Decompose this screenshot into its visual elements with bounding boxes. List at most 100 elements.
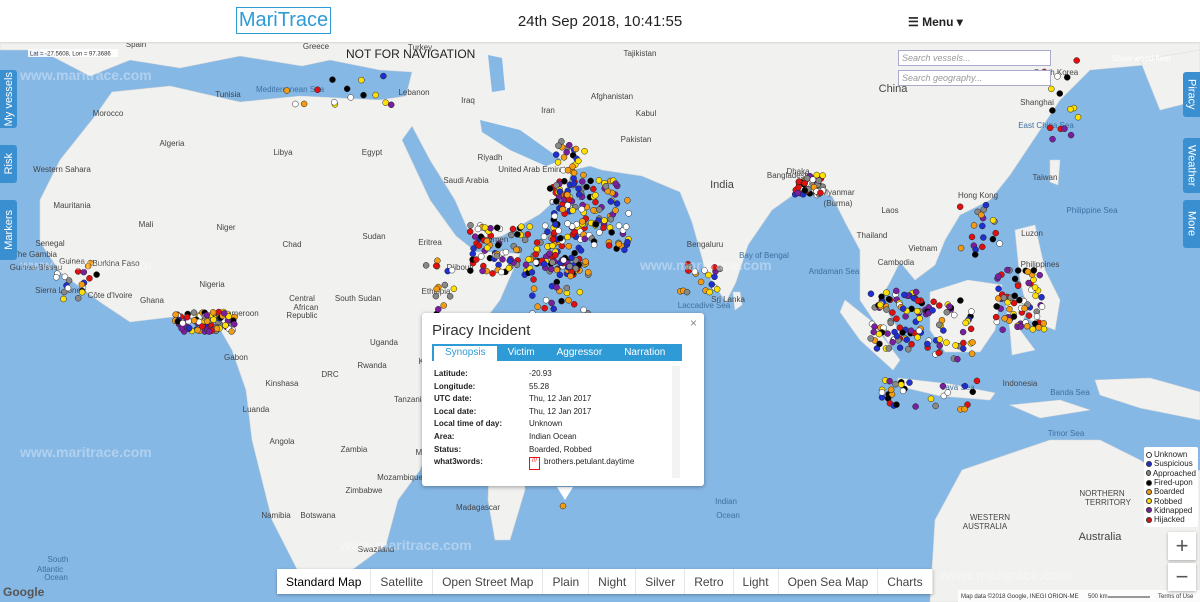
popup-tab[interactable]: Victim [507,347,535,358]
incident-marker[interactable] [625,210,632,217]
incident-marker[interactable] [556,188,564,195]
terms[interactable]: Terms of Use [1158,594,1194,600]
incident-marker[interactable] [541,260,548,268]
incident-marker[interactable] [561,177,568,185]
incident-marker[interactable] [1036,271,1043,279]
incident-marker[interactable] [706,288,713,296]
incident-marker[interactable] [440,302,447,309]
incident-marker[interactable] [84,262,92,270]
side-tab-label[interactable]: Weather [1185,144,1198,187]
incident-marker[interactable] [225,313,232,320]
incident-marker[interactable] [579,178,586,185]
incident-marker[interactable] [493,252,501,260]
incident-marker[interactable] [518,223,525,230]
incident-marker[interactable] [502,248,510,256]
side-tab-label[interactable]: Markers [2,210,15,250]
incident-marker[interactable] [178,325,185,332]
incident-marker[interactable] [475,242,483,249]
incident-marker[interactable] [1016,296,1023,304]
incident-marker[interactable] [549,259,556,266]
side-tab-label[interactable]: My vessels [2,71,15,127]
incident-marker[interactable] [701,267,708,274]
brand[interactable]: MariTrace [236,7,331,34]
incident-marker[interactable] [908,340,915,348]
incident-marker[interactable] [564,191,571,199]
incident-marker[interactable] [566,141,573,149]
incident-marker[interactable] [916,315,923,322]
popup-tab[interactable]: Aggressor [556,347,603,358]
selected-marker[interactable] [559,502,567,510]
incident-marker[interactable] [470,245,477,252]
map-type-button[interactable]: Charts [878,569,933,594]
incident-marker[interactable] [467,222,474,229]
incident-marker[interactable] [995,285,1002,292]
incident-marker[interactable] [883,306,890,313]
incident-marker[interactable] [1010,313,1018,320]
incident-marker[interactable] [569,207,576,214]
incident-marker[interactable] [979,222,986,230]
incident-marker[interactable] [300,100,308,108]
incident-marker[interactable] [1001,315,1008,322]
incident-marker[interactable] [1054,73,1061,80]
incident-marker[interactable] [1035,324,1042,331]
incident-marker[interactable] [432,262,440,270]
incident-marker[interactable] [540,233,548,240]
menu-label[interactable]: Menu [922,15,954,29]
incident-marker[interactable] [179,319,186,327]
incident-marker[interactable] [683,288,691,296]
incident-marker[interactable] [605,242,613,249]
incident-marker[interactable] [556,271,564,279]
incident-marker[interactable] [1011,275,1019,283]
incident-marker[interactable] [65,277,73,284]
incident-marker[interactable] [896,344,904,352]
incident-marker[interactable] [533,239,541,246]
incident-marker[interactable] [889,338,896,346]
incident-marker[interactable] [615,240,623,248]
incident-marker[interactable] [467,267,474,274]
incident-marker[interactable] [901,291,908,299]
incident-marker[interactable] [592,221,599,228]
incident-marker[interactable] [558,138,565,145]
incident-marker[interactable] [887,386,895,393]
incident-marker[interactable] [550,305,557,313]
incident-marker[interactable] [549,242,556,250]
incident-marker[interactable] [484,244,491,252]
incident-marker[interactable] [968,308,975,315]
incident-marker[interactable] [473,256,480,263]
incident-marker[interactable] [622,223,630,230]
incident-marker[interactable] [474,225,482,233]
incident-marker[interactable] [1025,279,1032,287]
incident-marker[interactable] [580,171,587,179]
incident-marker[interactable] [469,250,477,258]
incident-marker[interactable] [602,182,610,190]
incident-marker[interactable] [969,388,976,396]
incident-marker[interactable] [552,221,559,228]
incident-marker[interactable] [60,295,67,303]
incident-marker[interactable] [1011,292,1018,300]
incident-marker[interactable] [554,159,562,166]
incident-marker[interactable] [530,285,538,292]
incident-marker[interactable] [526,223,534,230]
incident-marker[interactable] [1038,294,1045,301]
incident-marker[interactable] [989,235,997,243]
incident-marker[interactable] [52,273,60,281]
incident-marker[interactable] [292,100,299,108]
incident-marker[interactable] [940,327,947,334]
incident-marker[interactable] [552,151,560,158]
incident-marker[interactable] [553,182,560,189]
incident-marker[interactable] [592,192,599,199]
incident-marker[interactable] [563,284,571,292]
search-vessels[interactable]: Search vessels... [898,50,1051,66]
incident-marker[interactable] [190,309,198,316]
incident-marker[interactable] [994,273,1002,280]
side-tab[interactable]: More [1183,200,1200,248]
incident-marker[interactable] [183,313,191,321]
incident-marker[interactable] [580,306,587,314]
incident-marker[interactable] [514,231,521,238]
incident-marker[interactable] [565,297,572,304]
incident-marker[interactable] [571,249,578,257]
incident-marker[interactable] [946,303,953,310]
incident-marker[interactable] [508,231,515,239]
incident-marker[interactable] [222,322,229,329]
side-tab-label[interactable]: Piracy [1185,79,1198,110]
